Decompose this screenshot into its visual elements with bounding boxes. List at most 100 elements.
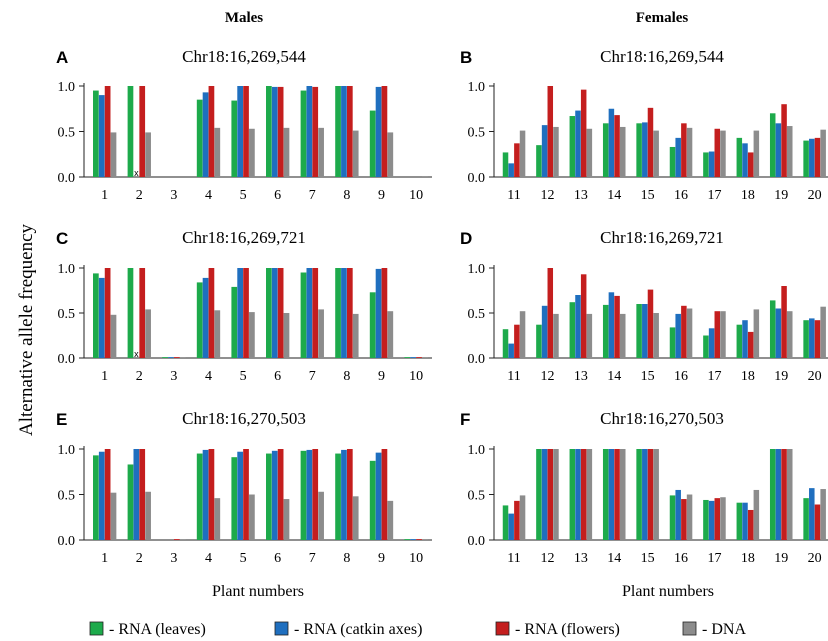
bar-b-11-rna-flowers <box>514 143 520 177</box>
x-tick-label-a-2: 2 <box>136 188 143 203</box>
x-tick-label-c-3: 3 <box>170 369 177 384</box>
bar-e-3-rna-flowers <box>173 539 180 540</box>
bar-a-5-dna <box>249 128 255 177</box>
panel-letter-d: D <box>460 229 472 248</box>
bar-b-15-dna <box>653 130 659 177</box>
bar-d-14-rna-flowers <box>614 295 620 358</box>
bar-d-13-rna-flowers <box>580 274 587 358</box>
panel-title-c: Chr18:16,269,721 <box>182 228 306 247</box>
bar-a-5-rna-catkin-axes <box>237 86 243 177</box>
bar-d-20-rna-flowers <box>814 320 821 358</box>
bar-e-7-rna-leaves <box>300 450 307 540</box>
bar-c-2-dna <box>145 309 151 358</box>
y-axis-label: Alternative allele frequency <box>16 223 37 436</box>
bar-d-13-rna-leaves <box>569 302 576 358</box>
panel-letter-c: C <box>56 229 68 248</box>
bar-c-5-dna <box>249 312 255 358</box>
bar-c-7-rna-leaves <box>300 272 307 358</box>
bar-b-13-dna <box>586 128 593 177</box>
x-tick-label-d-20: 20 <box>808 369 822 384</box>
bar-a-6-dna <box>283 127 290 177</box>
x-tick-label-f-12: 12 <box>540 551 554 566</box>
x-tick-label-a-1: 1 <box>101 188 108 203</box>
bar-d-18-rna-flowers <box>747 331 754 358</box>
y-tick-label-b-0: 0.0 <box>468 171 486 186</box>
y-tick-label-f-2: 1.0 <box>468 443 486 458</box>
bar-f-17-dna <box>720 497 726 540</box>
bar-c-10-dna <box>422 357 428 358</box>
bar-d-17-rna-catkin-axes <box>708 328 715 358</box>
column-header-females: Females <box>636 10 689 26</box>
panel-letter-b: B <box>460 48 472 67</box>
bar-e-7-rna-catkin-axes <box>306 449 313 540</box>
bar-d-16-rna-catkin-axes <box>675 313 681 358</box>
bar-e-6-dna <box>283 499 290 540</box>
bar-b-13-rna-leaves <box>569 116 576 177</box>
bar-d-14-rna-catkin-axes <box>608 292 615 358</box>
panel-letter-a: A <box>56 48 68 67</box>
bar-e-2-dna <box>145 491 151 540</box>
bar-e-6-rna-leaves <box>266 453 272 540</box>
x-tick-label-d-14: 14 <box>607 369 621 384</box>
x-tick-label-d-12: 12 <box>540 369 554 384</box>
bar-c-2-rna-flowers <box>139 268 146 358</box>
x-tick-label-a-5: 5 <box>240 188 247 203</box>
bar-e-8-dna <box>352 496 359 540</box>
x-tick-label-a-4: 4 <box>205 188 212 203</box>
bar-f-13-rna-leaves <box>569 449 576 540</box>
bar-e-2-rna-leaves <box>127 464 134 540</box>
bar-d-12-rna-leaves <box>536 324 542 358</box>
x-tick-label-c-5: 5 <box>240 369 247 384</box>
panel-title-e: Chr18:16,270,503 <box>182 409 306 428</box>
x-tick-label-a-3: 3 <box>170 188 177 203</box>
bar-e-1-rna-flowers <box>104 449 111 540</box>
panel-title-a: Chr18:16,269,544 <box>182 47 306 66</box>
bar-a-2-dna <box>145 132 151 177</box>
bar-f-15-rna-flowers <box>647 449 654 540</box>
x-tick-label-b-18: 18 <box>741 188 755 203</box>
bar-d-11-rna-catkin-axes <box>508 343 514 358</box>
bar-d-16-rna-leaves <box>669 327 676 358</box>
bar-f-17-rna-flowers <box>714 498 721 540</box>
bar-c-4-rna-flowers <box>208 268 215 358</box>
x-tick-label-a-7: 7 <box>309 188 316 203</box>
bar-f-19-rna-catkin-axes <box>775 449 782 540</box>
bar-a-7-dna <box>318 127 324 177</box>
x-tick-label-f-11: 11 <box>507 551 520 566</box>
bar-c-10-rna-catkin-axes <box>410 357 416 358</box>
bar-f-19-rna-flowers <box>781 449 787 540</box>
bar-f-18-rna-flowers <box>747 509 754 540</box>
x-tick-label-d-16: 16 <box>674 369 688 384</box>
x-tick-label-b-12: 12 <box>540 188 554 203</box>
x-tick-label-a-6: 6 <box>274 188 281 203</box>
x-tick-label-f-14: 14 <box>607 551 621 566</box>
bar-e-8-rna-leaves <box>335 453 341 540</box>
bar-e-5-dna <box>249 494 255 540</box>
bar-f-11-rna-flowers <box>514 500 520 540</box>
x-axis-label-females: Plant numbers <box>622 583 714 600</box>
bar-f-16-rna-leaves <box>669 495 676 540</box>
bar-a-5-rna-flowers <box>243 86 249 177</box>
y-tick-label-a-1: 0.5 <box>58 126 76 141</box>
bar-f-16-rna-catkin-axes <box>675 489 681 540</box>
bar-b-15-rna-flowers <box>647 107 654 177</box>
bar-e-10-rna-catkin-axes <box>410 539 416 540</box>
bar-e-3-dna <box>179 539 186 540</box>
bar-f-20-dna <box>820 489 826 540</box>
column-header-males: Males <box>225 10 263 26</box>
bar-f-20-rna-flowers <box>814 504 821 540</box>
bar-e-9-dna <box>387 500 394 540</box>
bar-e-1-rna-leaves <box>93 455 99 540</box>
bar-e-4-rna-leaves <box>196 453 203 540</box>
bar-b-11-dna <box>519 130 526 177</box>
bar-a-8-rna-catkin-axes <box>341 86 347 177</box>
bar-e-9-rna-flowers <box>381 449 388 540</box>
bar-f-15-rna-leaves <box>636 449 642 540</box>
bar-a-6-rna-leaves <box>266 86 272 177</box>
bar-b-17-rna-leaves <box>703 152 709 177</box>
legend-label-rna-catkin-axes: - RNA (catkin axes) <box>294 621 422 638</box>
x-tick-label-d-18: 18 <box>741 369 755 384</box>
bar-d-18-dna <box>753 309 760 358</box>
legend-swatch-rna-catkin-axes <box>274 621 289 636</box>
